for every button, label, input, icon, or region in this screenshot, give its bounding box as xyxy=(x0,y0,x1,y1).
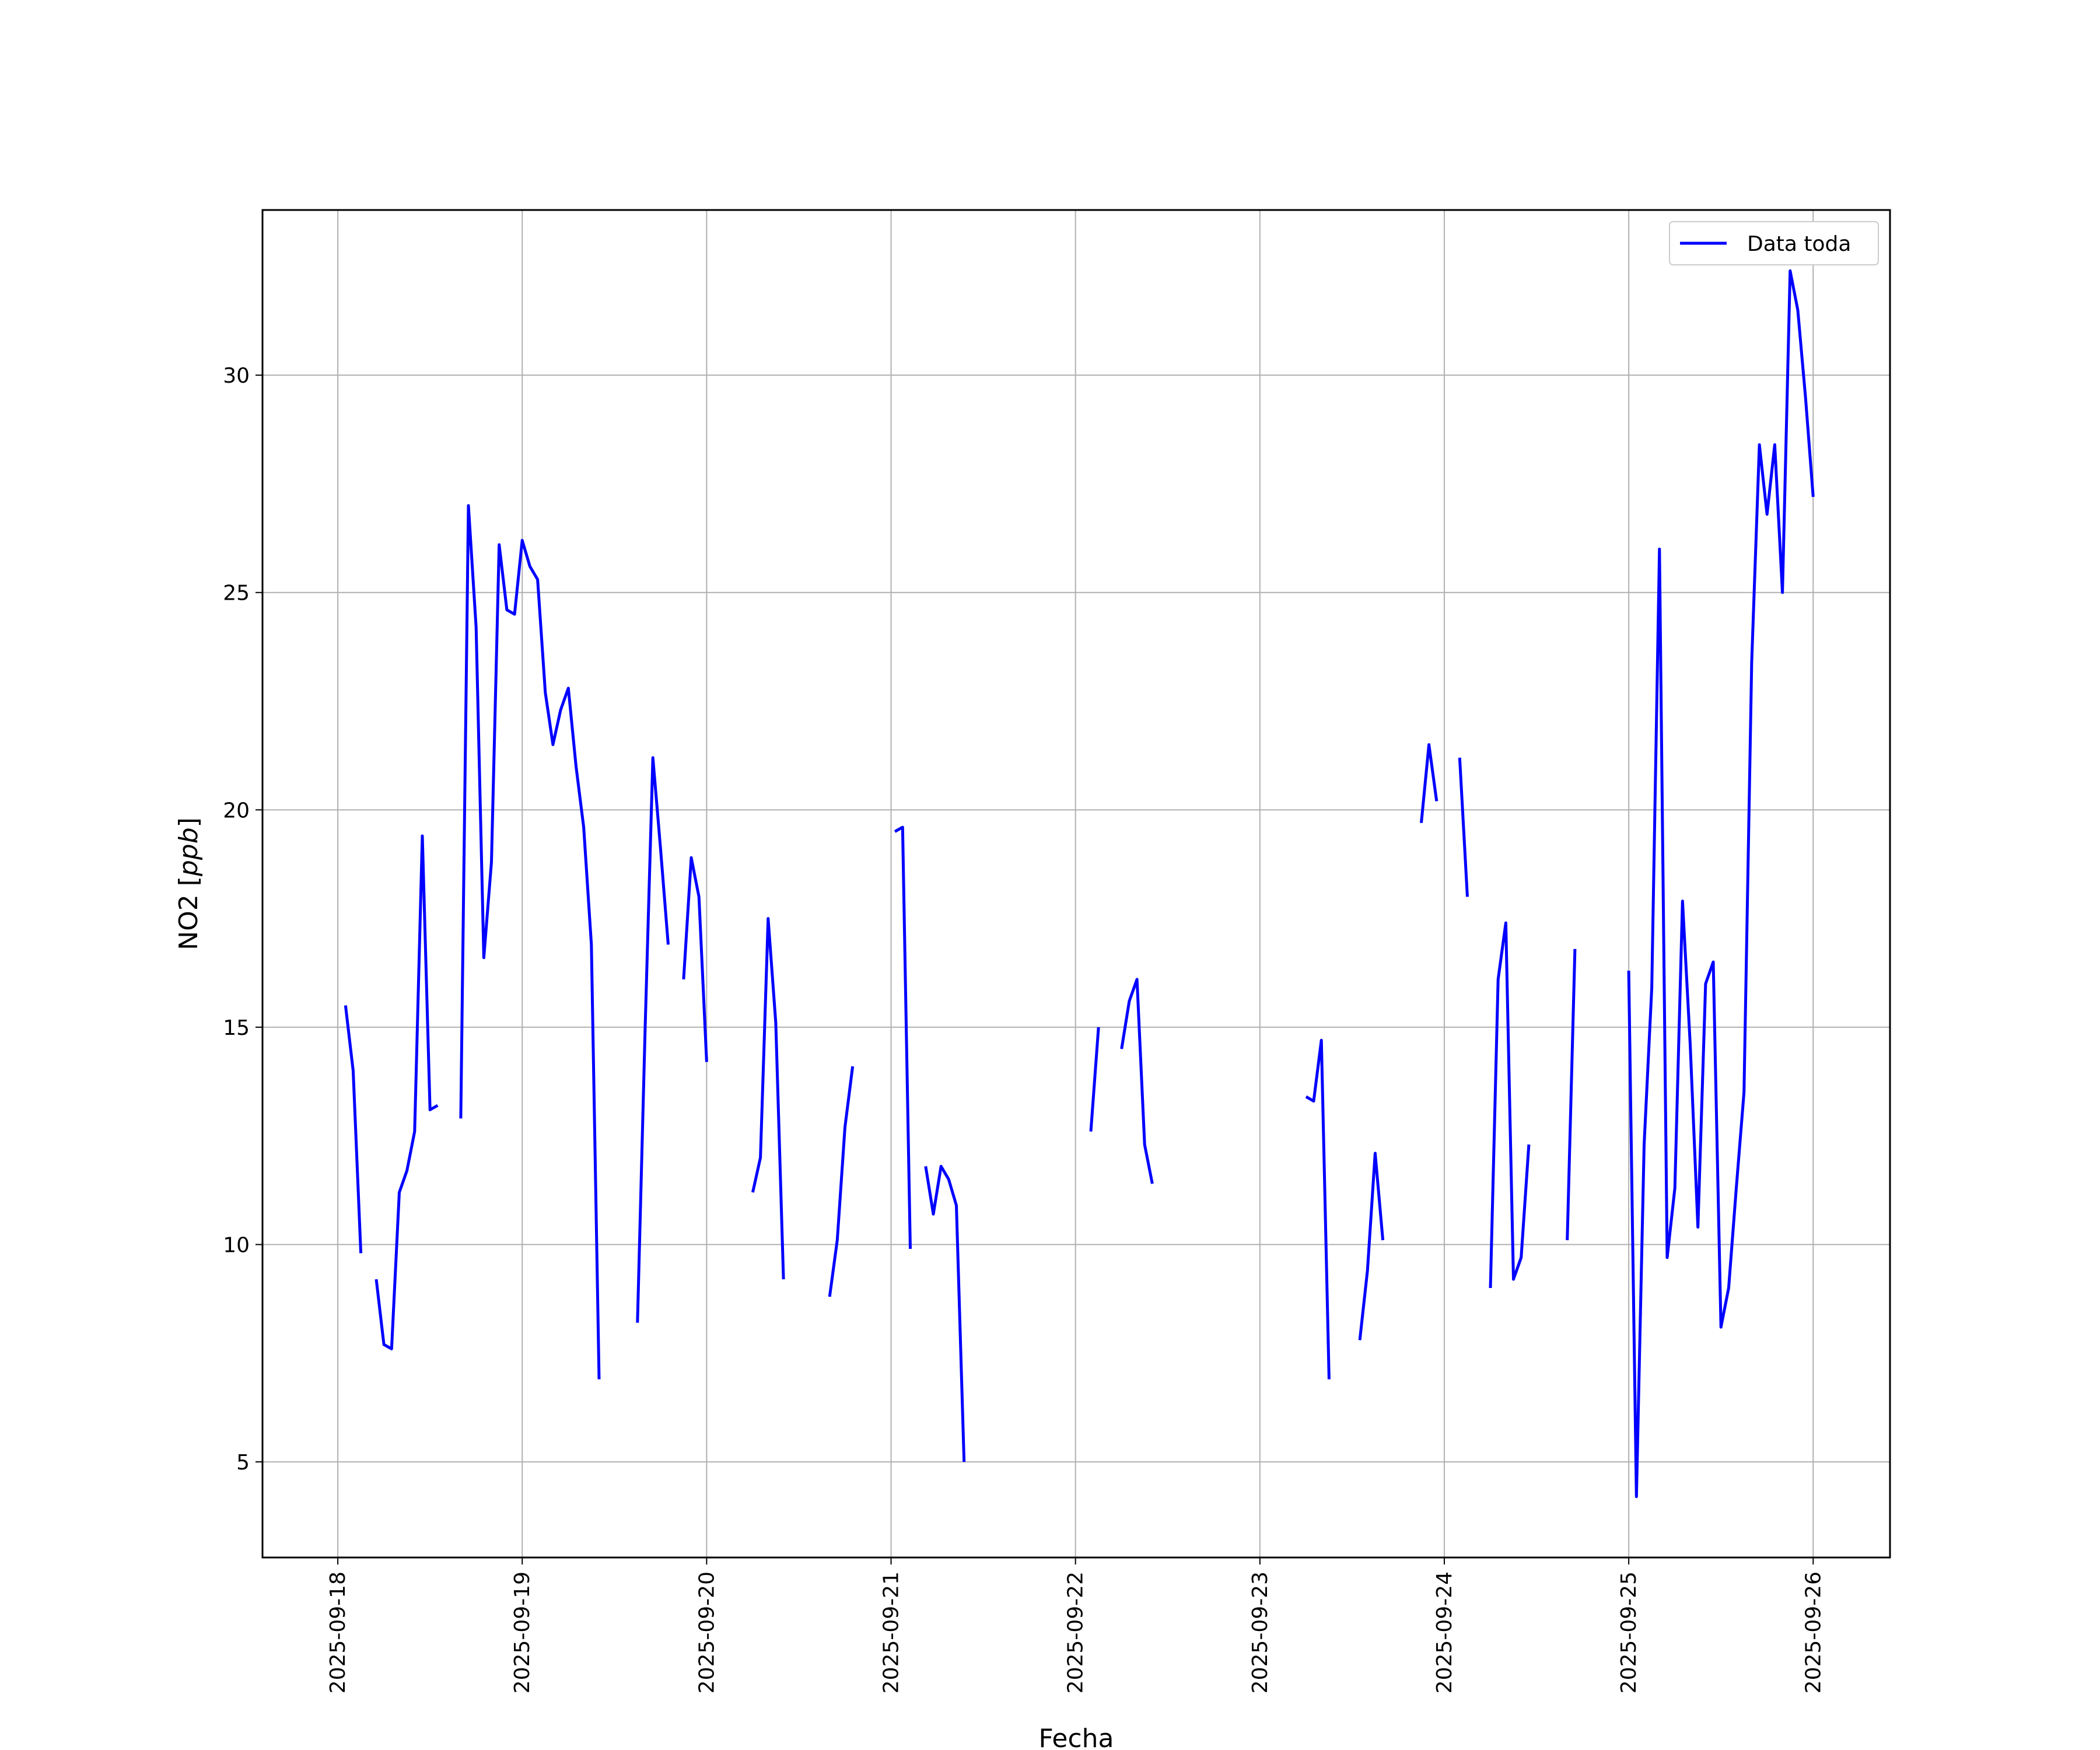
series-line-segment xyxy=(636,756,670,1323)
x-tick-label: 2025-09-19 xyxy=(510,1572,534,1693)
y-tick-label: 20 xyxy=(223,799,250,822)
y-tick-label: 15 xyxy=(223,1016,250,1040)
series-line-segment xyxy=(1566,949,1577,1241)
x-tick-label: 2025-09-20 xyxy=(695,1572,719,1693)
series-line-segment xyxy=(374,834,439,1350)
x-tick-label: 2025-09-22 xyxy=(1064,1572,1088,1693)
series-line-segment xyxy=(344,1005,363,1254)
legend-box xyxy=(1669,221,1879,265)
y-tick-label: 30 xyxy=(223,364,250,388)
legend: Data toda xyxy=(1669,221,1879,265)
x-tick-label: 2025-09-21 xyxy=(880,1572,904,1693)
series-line-segment xyxy=(459,504,601,1380)
series-line-segment xyxy=(1358,1152,1385,1340)
x-tick-label: 2025-09-24 xyxy=(1433,1572,1457,1693)
series-line-segment xyxy=(1627,269,1815,1499)
x-tick-label: 2025-09-26 xyxy=(1801,1572,1825,1693)
y-axis-label-unit: ppb xyxy=(174,827,204,877)
series-line-segment xyxy=(1458,757,1469,897)
plot-frame xyxy=(261,209,1891,1559)
x-tick-label: 2025-09-23 xyxy=(1248,1572,1272,1693)
series-line-segment xyxy=(894,825,912,1249)
grid-lines xyxy=(262,210,1890,1558)
series-data-toda xyxy=(344,269,1815,1499)
series-line-segment xyxy=(1420,743,1438,823)
series-line-segment xyxy=(1120,978,1154,1184)
series-layer xyxy=(344,269,1815,1499)
y-axis-label-main: NO2 [ xyxy=(174,876,204,950)
legend-label-data-toda: Data toda xyxy=(1747,232,1851,256)
x-tick-label: 2025-09-25 xyxy=(1617,1572,1641,1693)
series-line-segment xyxy=(751,917,785,1280)
y-axis-label-close: ] xyxy=(174,817,204,827)
y-axis-label: NO2 [ppb] xyxy=(174,817,204,950)
series-line-segment xyxy=(828,1066,855,1297)
axis-ticks: 2025-09-18 2025-09-19 2025-09-20 2025-09-21… xyxy=(223,364,1825,1693)
series-line-segment xyxy=(1305,1038,1331,1380)
series-line-segment xyxy=(682,856,708,1062)
series-line-segment xyxy=(1489,921,1531,1289)
y-tick-label: 25 xyxy=(223,582,250,606)
x-tick-label: 2025-09-18 xyxy=(326,1572,350,1693)
y-tick-label: 5 xyxy=(236,1451,250,1475)
x-axis-label: Fecha xyxy=(1038,1724,1114,1750)
y-tick-label: 10 xyxy=(223,1233,250,1257)
series-line-segment xyxy=(1089,1027,1100,1132)
series-line-segment xyxy=(924,1164,966,1462)
